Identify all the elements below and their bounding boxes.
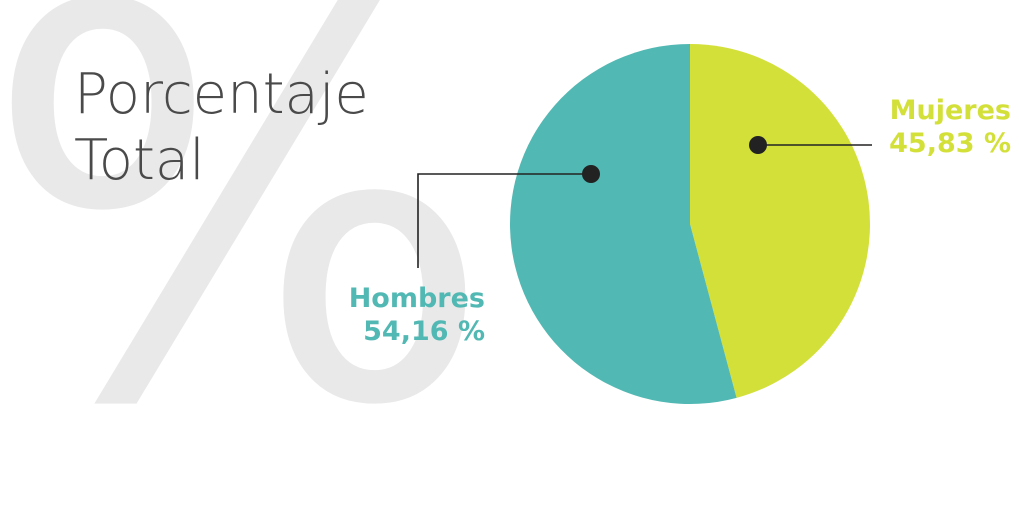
title-line-2: Total [74,128,205,193]
slice-label-hombres-value: 54,16 % [363,316,485,347]
page-title: Porcentaje Total [74,62,369,194]
leader-lines [417,136,872,268]
slice-label-mujeres: Mujeres 45,83 % [889,94,1011,160]
infographic: % Porcentaje Total Mujeres 45,83 % Hombr… [0,0,1011,480]
leader-dot-mujeres [749,136,767,154]
title-line-1: Porcentaje [74,62,369,127]
slice-label-mujeres-value: 45,83 % [889,128,1011,159]
leader-dot-hombres [582,165,600,183]
slice-label-hombres-name: Hombres [348,283,485,314]
leader-line-hombres [417,173,591,268]
pie-slice-hombres [509,44,737,404]
slice-label-mujeres-name: Mujeres [889,95,1011,126]
pie-chart [417,44,872,404]
pie-slices [509,44,871,404]
pie-slice-mujeres [690,44,871,398]
slice-label-hombres: Hombres 54,16 % [349,282,485,348]
